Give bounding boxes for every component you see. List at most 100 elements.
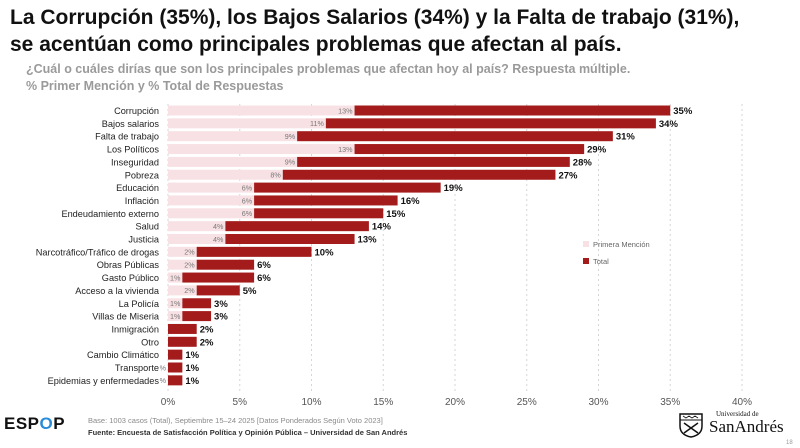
footnote: Base: 1003 casos (Total), Septiembre 15–…	[88, 416, 383, 425]
bar-total	[182, 298, 212, 309]
bar-total	[168, 349, 183, 360]
data-label-primera-mencion: 9%	[285, 132, 296, 141]
bar-primera-mencion	[168, 298, 183, 309]
university-crest-icon	[679, 413, 703, 438]
category-label: Obras Públicas	[97, 260, 160, 270]
bar-primera-mencion	[168, 246, 197, 257]
x-tick-label: 20%	[445, 397, 465, 408]
bar-primera-mencion	[168, 311, 183, 322]
data-label-total: 19%	[444, 183, 464, 194]
data-label-primera-mencion: 1%	[170, 312, 181, 321]
data-label-primera-mencion: 1%	[170, 273, 181, 282]
x-tick-label: 5%	[233, 397, 248, 408]
bar-total	[196, 285, 240, 296]
data-label-total: 27%	[558, 170, 578, 181]
bar-chart: 0% 5% 10% 15% 20% 25% 30% 35% 40% Corrupción 13% 35…	[36, 104, 752, 408]
data-label-primera-mencion: %	[160, 363, 167, 372]
data-label-total: 1%	[185, 376, 199, 387]
category-label: Inseguridad	[111, 157, 159, 167]
category-label: Cambio Climático	[87, 350, 159, 360]
category-label: Inflación	[125, 196, 159, 206]
data-label-total: 1%	[185, 350, 199, 361]
category-label: Otro	[141, 337, 159, 347]
data-label-total: 5%	[243, 286, 257, 297]
bar-total	[196, 259, 255, 270]
category-label: Transporte	[115, 363, 159, 373]
category-label: Corrupción	[114, 106, 159, 116]
category-label: Los Políticos	[107, 145, 159, 155]
category-label: Epidemias y enfermedades	[48, 376, 160, 386]
data-label-primera-mencion: 2%	[184, 261, 195, 270]
data-label-primera-mencion: 4%	[213, 235, 224, 244]
data-label-primera-mencion: %	[160, 376, 167, 385]
data-label-primera-mencion: 13%	[338, 106, 353, 115]
data-label-primera-mencion: 11%	[310, 119, 324, 128]
bar-primera-mencion	[168, 144, 355, 155]
data-label-primera-mencion: 6%	[242, 209, 253, 218]
x-tick-label: 40%	[732, 397, 752, 408]
bar-total	[182, 311, 212, 322]
category-label: Educación	[116, 183, 159, 193]
data-label-primera-mencion: 8%	[270, 171, 281, 180]
data-label-total: 29%	[587, 145, 607, 156]
x-tick-label: 30%	[588, 397, 608, 408]
university-logo: Universidad de SanAndrés	[676, 410, 788, 438]
bar-primera-mencion	[168, 234, 226, 244]
bar-primera-mencion	[168, 195, 255, 206]
bar-total	[225, 221, 369, 232]
x-tick-label: 35%	[660, 397, 680, 408]
bar-total	[354, 144, 585, 155]
legend-swatch-primera-mencion	[583, 241, 589, 247]
bar-primera-mencion	[168, 182, 255, 193]
data-label-total: 28%	[573, 157, 593, 168]
bar-total	[254, 182, 441, 193]
bar-total	[182, 272, 255, 283]
bar-total	[168, 375, 183, 386]
legend-swatch-total	[583, 258, 589, 264]
category-label: Inmigración	[112, 324, 160, 334]
data-label-primera-mencion: 1%	[170, 299, 181, 308]
category-label: Bajos salarios	[102, 119, 160, 129]
bar-primera-mencion	[168, 105, 355, 116]
data-label-total: 16%	[401, 196, 421, 207]
category-label: Acceso a la vivienda	[75, 286, 160, 296]
bar-total	[168, 336, 197, 347]
data-label-primera-mencion: 9%	[285, 158, 296, 167]
page-number: 18	[786, 440, 793, 446]
bar-total	[225, 234, 355, 244]
bar-primera-mencion	[168, 169, 283, 180]
bar-primera-mencion	[168, 285, 197, 296]
data-label-total: 15%	[386, 209, 406, 220]
university-small-label: Universidad de	[716, 410, 759, 418]
category-label: La Policía	[119, 299, 160, 309]
x-tick-label: 10%	[301, 397, 321, 408]
category-label: Endeudamiento externo	[61, 209, 159, 219]
bar-total	[297, 156, 570, 167]
data-label-total: 3%	[214, 299, 228, 310]
category-label: Gasto Público	[102, 273, 159, 283]
page-title-line-2: se acentúan como principales problemas q…	[10, 33, 622, 56]
bar-total	[168, 323, 197, 334]
bar-total	[354, 105, 671, 116]
data-label-primera-mencion: 2%	[184, 248, 195, 257]
data-label-total: 35%	[673, 106, 693, 117]
data-label-total: 34%	[659, 119, 679, 130]
category-label: Falta de trabajo	[95, 132, 159, 142]
bar-total	[196, 246, 312, 257]
bar-total	[254, 195, 398, 206]
bar-primera-mencion	[168, 221, 226, 232]
data-label-primera-mencion: 6%	[242, 196, 253, 205]
legend-label-total: Total	[593, 257, 609, 266]
page-title: La Corrupción (35%), los Bajos Salarios …	[10, 6, 740, 29]
data-label-total: 14%	[372, 222, 392, 233]
data-label-primera-mencion: 2%	[184, 286, 195, 295]
x-tick-label: 25%	[517, 397, 537, 408]
bar-total	[297, 131, 613, 142]
data-label-total: 6%	[257, 260, 271, 271]
bar-total	[325, 118, 656, 129]
data-label-primera-mencion: 13%	[338, 145, 353, 154]
category-label: Justicia	[128, 235, 160, 245]
data-label-total: 31%	[616, 132, 636, 143]
espop-logo: ESPOP	[4, 414, 66, 433]
chart-subtitle: % Primer Mención y % Total de Respuestas	[26, 79, 284, 93]
